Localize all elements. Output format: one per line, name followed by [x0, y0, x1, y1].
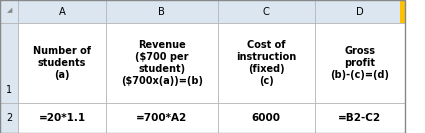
Bar — [218, 23, 314, 103]
Text: =B2-C2: =B2-C2 — [338, 113, 381, 123]
Bar — [106, 0, 218, 23]
Text: C: C — [263, 7, 269, 17]
Text: =700*A2: =700*A2 — [136, 113, 187, 123]
Text: =20*1.1: =20*1.1 — [39, 113, 85, 123]
Text: 1: 1 — [6, 85, 12, 95]
Bar — [0, 103, 18, 133]
Text: D: D — [356, 7, 364, 17]
Bar — [314, 0, 405, 23]
Text: Number of
students
(a): Number of students (a) — [33, 46, 91, 80]
Bar — [0, 23, 18, 103]
Text: Revenue
($700 per
student)
($700x(a))=(b): Revenue ($700 per student) ($700x(a))=(b… — [121, 40, 203, 86]
Text: ◢: ◢ — [7, 7, 12, 13]
Bar — [314, 23, 405, 103]
Bar — [218, 103, 314, 133]
Bar — [314, 103, 405, 133]
Bar — [0, 0, 18, 23]
Bar — [218, 0, 314, 23]
Bar — [106, 23, 218, 103]
Text: 6000: 6000 — [252, 113, 280, 123]
Bar — [106, 103, 218, 133]
Text: A: A — [59, 7, 65, 17]
Text: 2: 2 — [6, 113, 12, 123]
Text: Gross
profit
(b)-(c)=(d): Gross profit (b)-(c)=(d) — [330, 46, 389, 80]
Bar — [400, 0, 405, 23]
Text: B: B — [159, 7, 165, 17]
Bar — [18, 103, 106, 133]
Text: Cost of
instruction
(fixed)
(c): Cost of instruction (fixed) (c) — [236, 40, 296, 86]
Bar — [18, 23, 106, 103]
Bar — [18, 0, 106, 23]
